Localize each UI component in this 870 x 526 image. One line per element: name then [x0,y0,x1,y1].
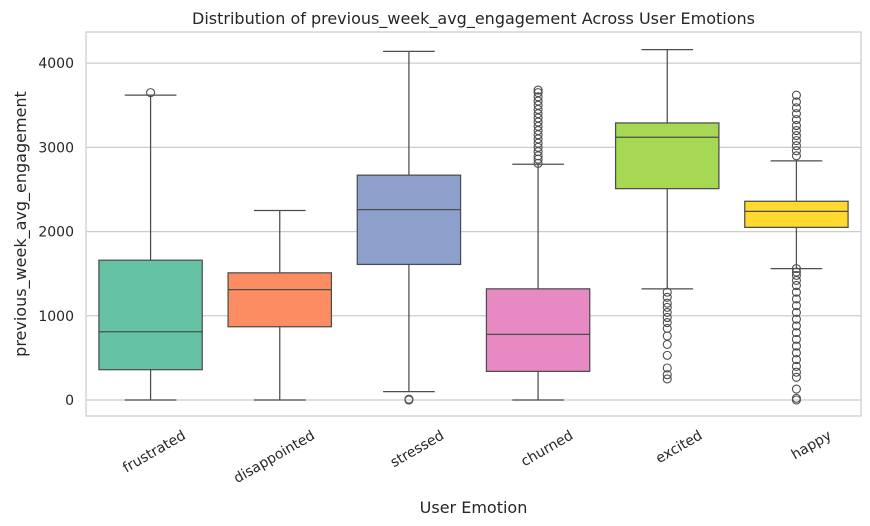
outlier-point [791,367,801,377]
box-group [356,50,462,405]
outlier-point [791,267,801,277]
box-group [227,209,333,401]
outlier-point [662,317,672,328]
x-tick-labels: frustrated disappointed stressed churned exc… [120,428,834,487]
outlier-point [791,109,801,119]
plot-background [86,32,861,416]
outlier-point [146,88,156,98]
grid-lines [86,62,861,401]
y-tick-labels: 0 1000 2000 3000 4000 [38,56,74,409]
outlier-point [533,92,543,102]
outlier-point [791,115,801,125]
outlier-point [791,270,801,280]
outlier-point [791,361,801,371]
outlier-point [791,125,801,136]
x-axis-label: User Emotion [420,498,528,517]
x-tick-label: frustrated [120,428,188,477]
outlier-point [791,301,801,311]
outlier-point [791,280,801,291]
outlier-point [791,384,801,394]
outlier-point [791,372,801,382]
outlier-point [791,393,801,403]
x-tick-label: happy [789,428,835,464]
x-tick-label: churned [518,428,576,471]
outlier-point [791,120,801,131]
outlier-point [791,146,801,156]
outlier-point [662,323,672,333]
outlier-point [662,287,672,297]
outlier-point [662,374,672,384]
box-group [614,49,720,384]
outlier-point [791,294,801,304]
outlier-point [662,312,672,323]
x-tick-label: excited [653,428,705,467]
outlier-point [533,85,543,95]
x-tick-label: stressed [388,428,447,471]
outlier-point [791,321,801,331]
outlier-point [791,355,801,365]
outlier-point [404,394,414,404]
box-group [98,88,203,401]
chart-title: Distribution of previous_week_avg_engage… [192,9,755,29]
box-iqr [614,122,720,190]
outlier-point [791,341,801,351]
outlier-point [791,151,801,161]
outlier-point [662,350,672,360]
outlier-point [791,103,801,113]
outlier-point [533,88,543,98]
outlier-point [791,334,801,344]
outlier-point [662,292,672,302]
box-iqr [227,272,333,328]
outlier-point [791,314,801,324]
outlier-point [791,97,801,107]
y-tick-label: 3000 [38,140,74,156]
box-iqr [98,259,203,371]
box-series [98,49,849,405]
y-tick-label: 2000 [38,225,74,241]
outlier-point [791,141,801,151]
box-group [485,85,591,401]
box-iqr [744,200,849,228]
outlier-point [662,302,672,312]
box-iqr [485,288,591,372]
y-tick-label: 1000 [38,309,74,325]
x-tick-label: disappointed [231,428,318,487]
plot-frame [85,31,862,417]
outlier-point [662,363,672,373]
outlier-point [662,370,672,380]
outlier-point [791,90,801,100]
outlier-point [662,307,672,317]
box-group [744,90,849,405]
outlier-point [791,307,801,317]
y-axis-label: previous_week_avg_engagement [11,91,31,357]
outlier-point [791,136,801,146]
outlier-point [791,328,801,338]
outlier-point [791,264,801,274]
box-iqr [356,174,462,266]
outlier-point [791,287,801,297]
outlier-point [791,131,801,141]
y-tick-label: 4000 [38,56,74,72]
outlier-point [791,348,801,358]
outlier-point [662,298,672,308]
y-tick-label: 0 [65,393,74,409]
